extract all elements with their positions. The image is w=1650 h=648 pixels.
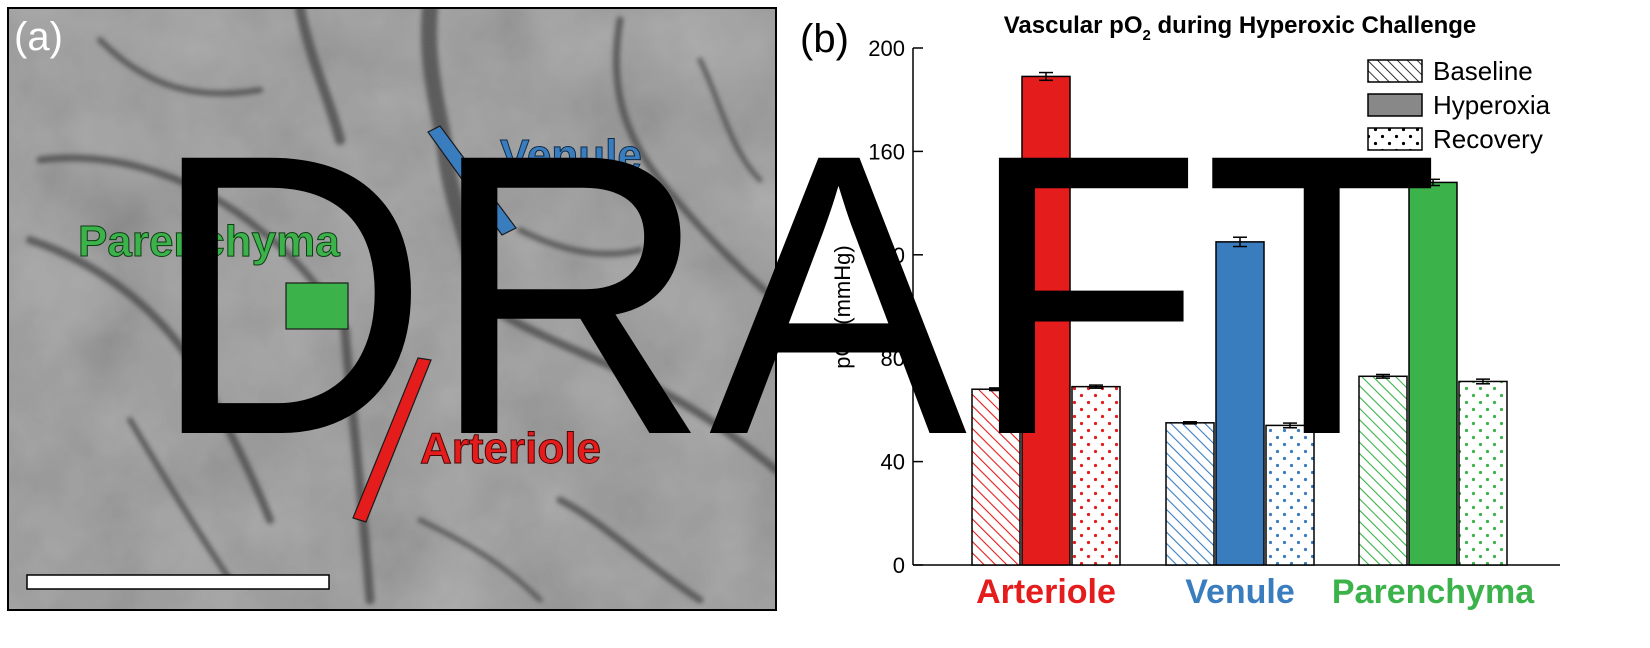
microscope-image bbox=[8, 8, 776, 610]
scale-bar bbox=[26, 574, 330, 590]
bar-arteriole-hyperoxia bbox=[1021, 75, 1071, 566]
legend-swatch-hyperoxia bbox=[1367, 93, 1423, 117]
legend-label-hyperoxia: Hyperoxia bbox=[1433, 90, 1551, 120]
panel-a-letter: (a) bbox=[14, 15, 63, 59]
venule-roi-marker bbox=[427, 125, 517, 236]
y-axis-label: pO₂ (mmHg) bbox=[830, 245, 855, 368]
legend-swatch-baseline bbox=[1367, 59, 1423, 83]
chart-bars bbox=[971, 71, 1508, 566]
legend-label-recovery: Recovery bbox=[1433, 124, 1543, 154]
arteriole-label: Arteriole bbox=[420, 424, 601, 473]
parenchyma-label: Parenchyma bbox=[78, 217, 340, 266]
bar-arteriole-baseline bbox=[971, 388, 1021, 566]
bar-arteriole-recovery bbox=[1071, 385, 1121, 566]
category-labels: Arteriole Venule Parenchyma bbox=[976, 573, 1535, 611]
panel-a: (a) Venule Parenchyma Arteriole bbox=[7, 7, 777, 611]
y-tick-label: 200 bbox=[868, 36, 905, 61]
y-tick-label: 120 bbox=[868, 243, 905, 268]
y-tick-label: 80 bbox=[881, 346, 905, 371]
legend-swatch-recovery bbox=[1367, 127, 1423, 151]
category-label-venule: Venule bbox=[1185, 573, 1295, 611]
y-tick-label: 0 bbox=[893, 553, 905, 578]
bar-parenchyma-recovery bbox=[1458, 380, 1508, 566]
bar-venule-hyperoxia bbox=[1215, 241, 1265, 566]
chart-axes: 0 40 80 120 160 200 bbox=[868, 36, 1560, 578]
y-tick-label: 160 bbox=[868, 139, 905, 164]
venule-label: Venule bbox=[500, 131, 642, 180]
panel-b-letter: (b) bbox=[800, 17, 849, 61]
y-tick-label: 40 bbox=[881, 450, 905, 475]
chart-legend: Baseline Hyperoxia Recovery bbox=[1367, 56, 1551, 154]
chart-title: Vascular pO2 during Hyperoxic Challenge bbox=[1004, 12, 1477, 44]
draft-watermark: DRAFT bbox=[150, 71, 1440, 518]
bar-venule-recovery bbox=[1265, 424, 1315, 566]
bar-venule-baseline bbox=[1165, 422, 1215, 566]
legend-label-baseline: Baseline bbox=[1433, 56, 1533, 86]
category-label-arteriole: Arteriole bbox=[976, 573, 1116, 611]
panel-b: (b) Vascular pO2 during Hyperoxic Challe… bbox=[800, 12, 1560, 611]
category-label-parenchyma: Parenchyma bbox=[1332, 573, 1535, 611]
image-frame bbox=[7, 7, 777, 611]
arteriole-roi-marker bbox=[352, 357, 432, 523]
parenchyma-roi-marker bbox=[285, 282, 349, 330]
